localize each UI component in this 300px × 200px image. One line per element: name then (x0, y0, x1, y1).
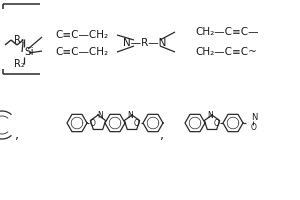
Text: C≡C—CH₂: C≡C—CH₂ (55, 30, 108, 40)
Text: N: N (207, 110, 213, 119)
Text: CH₂—C≡C—: CH₂—C≡C— (195, 27, 259, 37)
Text: R₂: R₂ (14, 59, 25, 69)
Text: R₁: R₁ (14, 35, 25, 45)
Text: O: O (251, 122, 257, 132)
Text: Si: Si (24, 47, 34, 57)
Text: N—R—N: N—R—N (123, 38, 167, 48)
Text: O: O (214, 118, 220, 128)
Text: O: O (90, 118, 96, 128)
Text: N: N (251, 114, 257, 122)
Text: ,: , (160, 130, 164, 142)
Text: C≡C—CH₂: C≡C—CH₂ (55, 47, 108, 57)
Text: N: N (127, 110, 133, 119)
Text: N: N (97, 110, 103, 119)
Text: CH₂—C≡C~: CH₂—C≡C~ (195, 47, 257, 57)
Text: O: O (134, 118, 140, 128)
Text: ,: , (15, 130, 19, 142)
